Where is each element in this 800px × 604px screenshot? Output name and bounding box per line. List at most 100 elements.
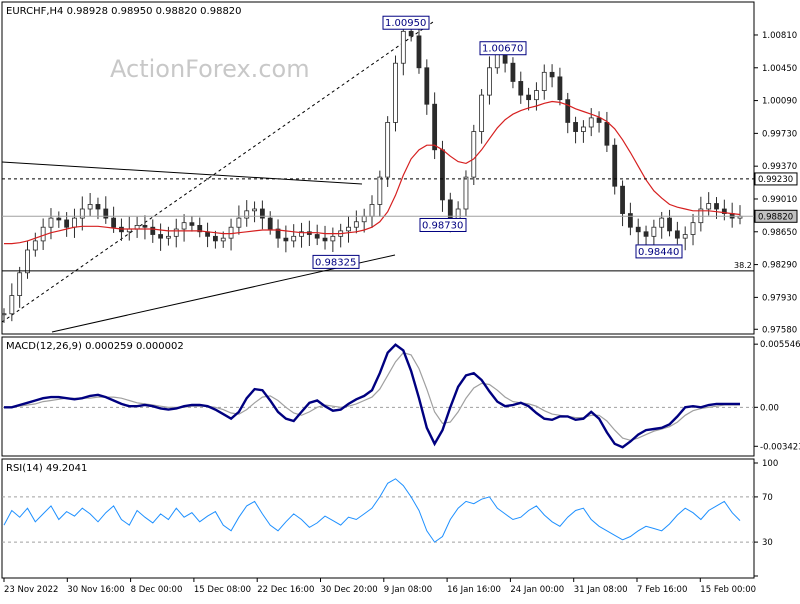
price-tick-label: 1.00090 xyxy=(762,97,797,107)
time-tick-label: 30 Dec 20:00 xyxy=(321,585,378,595)
time-tick-label: 30 Nov 16:00 xyxy=(67,585,124,595)
candle-body xyxy=(150,226,156,235)
candle-body xyxy=(283,237,289,242)
current-price-label: 0.98820 xyxy=(758,212,793,222)
candle-body xyxy=(534,90,539,101)
candle-body xyxy=(549,71,555,78)
candle-body xyxy=(721,208,727,214)
candle-body xyxy=(714,203,719,210)
candle-body xyxy=(479,94,485,132)
candle-body xyxy=(502,53,508,64)
price-annotation-box xyxy=(479,41,527,56)
candle-body xyxy=(494,53,500,69)
candle-body xyxy=(72,217,77,228)
candle-body xyxy=(228,226,234,239)
candle-body xyxy=(244,210,250,219)
candle-body xyxy=(197,224,203,233)
candle-body xyxy=(557,76,563,101)
candle-body xyxy=(385,122,391,178)
rsi-tick-label: 70 xyxy=(762,493,773,503)
candle-body xyxy=(400,30,406,64)
time-tick-label: 9 Jan 08:00 xyxy=(384,585,432,595)
candle-body xyxy=(432,103,438,151)
candle-body xyxy=(103,208,109,219)
price-annotation-box xyxy=(382,15,430,30)
candle-body xyxy=(487,67,492,96)
candle-body xyxy=(393,62,398,123)
price-header: EURCHF,H4 0.98928 0.98950 0.98820 0.9882… xyxy=(6,6,242,17)
candle-body xyxy=(64,219,70,228)
price-tick-label: 0.98650 xyxy=(762,228,797,238)
candle-body xyxy=(166,235,171,239)
candle-body xyxy=(518,81,524,96)
candle-body xyxy=(471,131,477,178)
price-tick-label: 0.97930 xyxy=(762,293,797,303)
candle-body xyxy=(220,237,226,242)
upper-trendline xyxy=(1,161,363,185)
candle-body xyxy=(87,204,93,210)
macd-tick-label: 0.00 xyxy=(760,403,779,413)
price-tick-label: 0.97580 xyxy=(762,325,797,335)
candle-body xyxy=(95,204,101,210)
dashed-level-tag xyxy=(754,172,798,186)
candle-body xyxy=(48,217,54,228)
candle-body xyxy=(189,222,195,226)
candle-body xyxy=(510,62,516,82)
time-tick-label: 7 Feb 16:00 xyxy=(637,585,687,595)
price-annotation-box xyxy=(635,244,683,259)
macd-header: MACD(12,26,9) 0.000259 0.000002 xyxy=(6,341,184,352)
candle-body xyxy=(674,230,680,239)
candle-body xyxy=(588,117,594,128)
candle-body xyxy=(682,234,688,239)
price-annotation-box xyxy=(312,254,360,269)
candle-body xyxy=(620,185,625,214)
price-annotation-label: 0.98440 xyxy=(638,247,679,258)
time-tick-label: 23 Nov 2022 xyxy=(4,585,58,595)
rsi-panel xyxy=(1,458,755,579)
candle-body xyxy=(1,313,7,316)
candle-body xyxy=(667,217,672,232)
candle-body xyxy=(25,249,30,274)
price-tick-label: 0.99730 xyxy=(762,129,797,139)
candle-body xyxy=(541,71,547,91)
fib-level-label: 38.2 xyxy=(734,261,752,270)
macd-main-line xyxy=(4,343,740,449)
candle-body xyxy=(330,235,336,242)
price-tick-label: 0.98290 xyxy=(762,261,797,271)
candle-body xyxy=(424,67,430,105)
candle-body xyxy=(346,226,351,232)
candle-body xyxy=(353,221,359,228)
price-annotation-label: 0.98730 xyxy=(422,220,463,231)
candle-body xyxy=(236,217,242,228)
price-annotation-label: 0.98325 xyxy=(315,257,356,268)
candle-body xyxy=(604,122,610,146)
macd-tick-label: 0.005546 xyxy=(760,340,800,350)
rsi-line xyxy=(3,478,741,543)
candle-body xyxy=(32,240,38,251)
time-tick-label: 24 Jan 00:00 xyxy=(510,585,564,595)
price-panel xyxy=(1,1,755,335)
candle-body xyxy=(651,226,657,237)
rsi-tick-label: 30 xyxy=(762,538,773,548)
candle-body xyxy=(596,117,602,123)
time-tick-label: 15 Dec 08:00 xyxy=(194,585,251,595)
candle-body xyxy=(416,35,422,69)
candle-body xyxy=(659,217,665,228)
candle-body xyxy=(463,176,469,210)
watermark: ActionForex.com xyxy=(110,55,310,83)
candle-body xyxy=(447,199,453,221)
candle-body xyxy=(299,231,304,237)
candle-body xyxy=(573,122,578,132)
candle-body xyxy=(526,94,531,101)
price-tick-label: 0.99370 xyxy=(762,162,797,172)
candle-body xyxy=(408,30,414,37)
time-tick-label: 22 Dec 16:00 xyxy=(257,585,314,595)
price-annotation-box xyxy=(419,217,467,232)
price-tick-label: 1.00450 xyxy=(762,64,797,74)
candle-body xyxy=(79,208,85,219)
candle-body xyxy=(56,217,62,221)
time-tick-label: 15 Feb 00:00 xyxy=(700,585,756,595)
candle-body xyxy=(612,144,618,187)
current-price-tag xyxy=(754,209,798,223)
